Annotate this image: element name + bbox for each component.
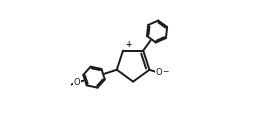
Text: +: + xyxy=(125,40,131,49)
Text: O: O xyxy=(74,78,81,87)
Text: −: − xyxy=(162,67,169,76)
Text: O: O xyxy=(156,68,162,77)
